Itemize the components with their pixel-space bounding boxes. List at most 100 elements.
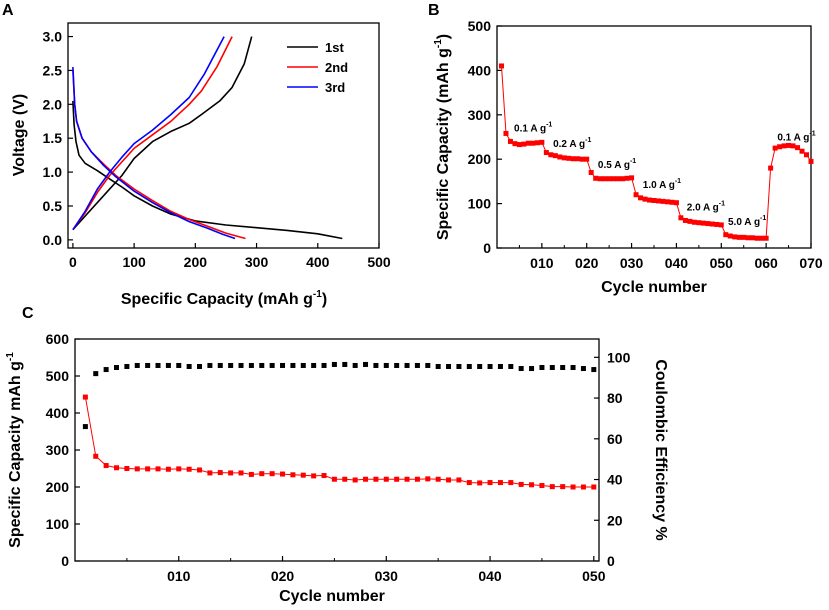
panel-a-y-tick-label: 1.0: [43, 164, 63, 180]
panel-c-efficiency-point: [238, 362, 244, 368]
panel-c-efficiency-point: [155, 362, 161, 368]
panel-c-efficiency-point: [363, 361, 369, 367]
panel-b-point: [521, 141, 527, 147]
panel-c-frame: [74, 338, 600, 562]
panel-c-y-left-tick-label: 0: [61, 553, 69, 569]
panel-c-efficiency-point: [466, 363, 472, 369]
panel-c-ticks: 010 020 030 040 0500100200300400500600020406…: [46, 331, 631, 584]
panel-a-y-tick-label: 2.0: [43, 96, 63, 112]
panel-b-ticks: 010 020 030 040 050 060 070 0 100 200 300 400 500: [468, 18, 823, 271]
panel-c-efficiency-point: [280, 362, 286, 368]
panel-b-point: [664, 199, 670, 205]
panel-c-capacity-point: [93, 453, 99, 459]
panel-c-efficiency-point: [518, 366, 524, 372]
panel-c-efficiency-point: [114, 365, 120, 371]
panel-b-point: [700, 220, 706, 226]
panel-c-capacity-point: [176, 466, 182, 472]
panel-b-point: [741, 234, 747, 240]
panel-b-x-tick-label: 040: [665, 255, 689, 271]
panel-c-efficiency-point: [529, 366, 535, 372]
panel-c-efficiency-point: [228, 362, 234, 368]
panel-c-capacity-point: [435, 476, 441, 482]
panel-c-efficiency-point: [414, 362, 420, 368]
panel-b-point: [611, 176, 617, 182]
panel-c-capacity-point: [394, 476, 400, 482]
panel-a-y-tick-label: 2.5: [43, 62, 63, 78]
panel-a-y-tick-label: 0.0: [43, 232, 63, 248]
panel-a-curve-3rd-discharge: [72, 67, 236, 240]
panel-c-efficiency-point: [404, 362, 410, 368]
panel-c-capacity-point: [197, 467, 203, 473]
panel-c-y-right-tick-label: 80: [607, 390, 623, 406]
panel-b-point: [642, 196, 648, 202]
panel-c-capacity-point: [103, 463, 109, 469]
panel-b-rate-label: 0.2 A g-1: [553, 137, 591, 150]
panel-c-capacity-point: [238, 470, 244, 476]
panel-b-point: [745, 235, 751, 241]
panel-c-capacity-point: [311, 473, 317, 479]
panel-b-point: [575, 156, 581, 162]
panel-b-x-tick-label: 050: [710, 255, 734, 271]
panel-a-curves: [72, 36, 343, 240]
panel-c-capacity-point: [580, 484, 586, 490]
panel-b-rate-label: 5.0 A g-1: [728, 215, 766, 228]
panel-b-point: [750, 235, 756, 241]
panel-b-point: [507, 138, 513, 144]
panel-b-point: [588, 170, 594, 176]
panel-b-x-tick-label: 030: [620, 255, 644, 271]
panel-b-y-tick-label: 100: [468, 196, 492, 212]
panel-c-y-left-tick-label: 200: [46, 479, 70, 495]
panel-c-capacity-point: [414, 476, 420, 482]
panel-b-rate-label: 0.1 A g-1: [777, 131, 815, 144]
panel-b-point: [655, 198, 661, 204]
panel-b-point: [534, 140, 540, 146]
panel-c-efficiency-point: [165, 362, 171, 368]
panel-b-point: [548, 152, 554, 158]
panel-c-capacity-point: [591, 484, 597, 490]
panel-c-efficiency-point: [82, 424, 88, 430]
panel-c-x-axis-label: Cycle number: [279, 588, 385, 605]
panel-c-efficiency-point: [186, 363, 192, 369]
panel-c-capacity-line: [84, 397, 594, 488]
panel-c-capacity-point: [82, 394, 88, 400]
panel-b-point: [570, 156, 576, 162]
panel-c-capacity-point: [186, 466, 192, 472]
panel-b-y-tick-label: 0: [483, 240, 491, 256]
panel-b-x-tick-label: 010: [530, 255, 554, 271]
panel-c-efficiency-point: [383, 362, 389, 368]
panel-b-point: [786, 142, 792, 148]
panel-a-x-axis-label: Specific Capacity (mAh g-1): [121, 289, 327, 308]
panel-b-rate-label: 0.1 A g-1: [514, 122, 552, 135]
panel-c-capacity-point: [114, 465, 120, 471]
panel-c-x-tick-label: 020: [271, 568, 295, 584]
panel-c-capacity-point: [259, 471, 265, 477]
panel-c-efficiency-point: [373, 362, 379, 368]
panel-c-efficiency-point: [248, 362, 254, 368]
panel-b-point: [512, 141, 518, 147]
panel-b-point: [615, 176, 621, 182]
panel-c-capacity-point: [373, 476, 379, 482]
panel-b-point: [754, 235, 760, 241]
panel-b-series: [498, 63, 814, 241]
panel-b-point: [768, 165, 774, 171]
panel-c-y-left-tick-label: 500: [46, 368, 70, 384]
panel-a-x-tick-label: 200: [184, 254, 208, 270]
panel-b-point: [696, 220, 702, 226]
panel-b-point: [799, 148, 805, 154]
panel-b-point: [597, 176, 603, 182]
panel-c-efficiency-point: [103, 367, 109, 373]
panel-b-point: [530, 140, 536, 146]
panel-b-point: [638, 195, 644, 201]
panel-c-y-left-tick-label: 400: [46, 405, 70, 421]
panel-c-efficiency-point: [321, 362, 327, 368]
panel-c-capacity-point: [529, 482, 535, 488]
panel-b-point: [647, 197, 653, 203]
panel-a-x-tick-label: 500: [367, 254, 391, 270]
panel-c-y-right-tick-label: 0: [607, 553, 615, 569]
panel-a-x-tick-label: 100: [122, 254, 146, 270]
panel-c-efficiency-point: [425, 362, 431, 368]
panel-c-capacity-point: [446, 477, 452, 483]
panel-b-point: [629, 175, 635, 181]
panel-c-capacity-point: [321, 473, 327, 479]
panel-c-efficiency-point: [560, 365, 566, 371]
